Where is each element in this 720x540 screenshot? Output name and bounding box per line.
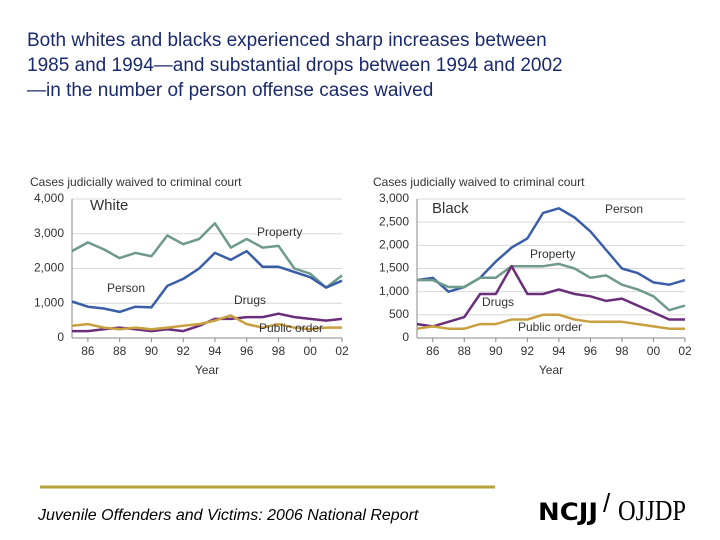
x-tick-label: 96 (584, 344, 598, 358)
x-tick-label: 98 (272, 344, 286, 358)
x-tick-label: 92 (521, 344, 535, 358)
series-line (71, 314, 342, 331)
x-tick-label: 88 (458, 344, 472, 358)
series-label: Public order (518, 320, 582, 334)
x-tick-label: 94 (208, 344, 222, 358)
x-tick-label: 86 (81, 344, 95, 358)
y-axis-title: Cases judicially waived to criminal cour… (30, 175, 242, 189)
x-axis-title: Year (539, 363, 563, 377)
y-tick-label: 2,000 (34, 261, 64, 275)
x-tick-label: 92 (176, 344, 190, 358)
y-tick-label: 500 (389, 307, 409, 321)
y-tick-label: 3,000 (34, 226, 64, 240)
y-tick-label: 2,000 (379, 238, 409, 252)
series-label: Property (257, 225, 302, 239)
logo: / (603, 488, 611, 518)
x-tick-label: 94 (552, 344, 566, 358)
y-tick-label: 2,500 (379, 214, 409, 228)
x-tick-label: 02 (335, 344, 349, 358)
series-line (417, 262, 686, 312)
x-axis-title: Year (195, 363, 219, 377)
y-tick-label: 4,000 (34, 191, 64, 205)
y-tick-label: 3,000 (379, 191, 409, 205)
chart-subtitle: White (90, 197, 128, 214)
chart-subtitle: Black (432, 200, 469, 217)
x-tick-label: 86 (426, 344, 440, 358)
x-tick-label: 02 (678, 344, 692, 358)
y-tick-label: 1,500 (379, 261, 409, 275)
x-tick-label: 98 (615, 344, 629, 358)
title-line: —in the number of person offense cases w… (27, 80, 433, 101)
series-label: Drugs (482, 295, 514, 309)
series-label: Property (530, 247, 575, 261)
x-tick-label: 88 (113, 344, 127, 358)
series-label: Drugs (234, 293, 266, 307)
y-tick-label: 1,000 (34, 295, 64, 309)
y-tick-label: 0 (57, 330, 64, 344)
series-line (71, 222, 343, 289)
x-tick-label: 90 (145, 344, 159, 358)
x-tick-label: 00 (647, 344, 661, 358)
title-line: Both whites and blacks experienced sharp… (27, 30, 547, 51)
series-label: Public order (259, 321, 323, 335)
x-tick-label: 96 (240, 344, 254, 358)
y-tick-label: 1,000 (379, 284, 409, 298)
footer: Juvenile Offenders and Victims: 2006 Nat… (37, 507, 419, 524)
series-label: Person (107, 281, 145, 295)
series-line (416, 313, 685, 330)
series-line (71, 249, 343, 314)
series-line (416, 264, 685, 328)
x-tick-label: 90 (489, 344, 503, 358)
x-tick-label: 00 (304, 344, 318, 358)
y-axis-title: Cases judicially waived to criminal cour… (373, 175, 585, 189)
title-line: 1985 and 1994—and substantial drops betw… (27, 55, 563, 76)
logo: NCJJ (538, 498, 598, 526)
y-tick-label: 0 (402, 330, 409, 344)
series-label: Person (605, 202, 643, 216)
logo: OJJDP (618, 496, 686, 527)
